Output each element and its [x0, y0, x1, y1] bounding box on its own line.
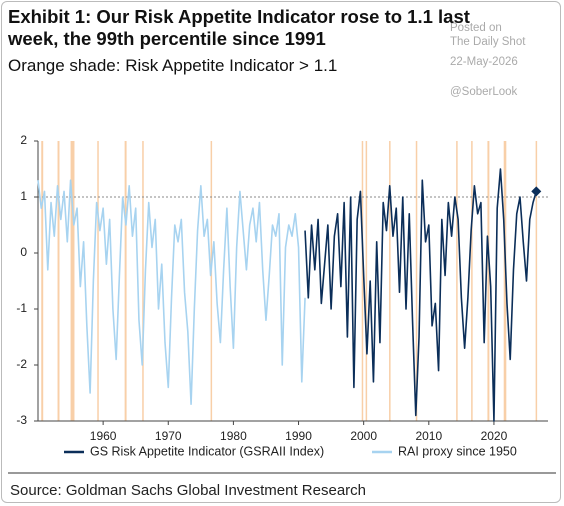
legend-label: GS Risk Appetite Indicator (GSRAII Index…	[90, 444, 324, 458]
watermark: Posted on	[450, 22, 502, 34]
x-tick-label: 1960	[90, 429, 117, 443]
y-tick-label: -3	[16, 413, 27, 427]
series-line	[304, 168, 538, 422]
legend-label: RAI proxy since 1950	[398, 444, 517, 458]
shaded-period	[365, 141, 368, 421]
shaded-period	[57, 141, 60, 421]
shaded-period	[503, 141, 507, 421]
shaded-period	[361, 141, 364, 421]
x-tick-label: 2000	[350, 429, 377, 443]
chart-title: Exhibit 1: Our Risk Appetite Indicator r…	[8, 6, 470, 49]
y-tick-label: -1	[16, 301, 27, 315]
y-tick-label: 0	[20, 245, 27, 259]
x-tick-label: 2010	[415, 429, 442, 443]
source: Source: Goldman Sachs Global Investment …	[10, 482, 366, 499]
shaded-period	[389, 141, 391, 421]
watermark: @SoberLook	[450, 86, 518, 98]
shaded-period	[41, 141, 44, 421]
y-tick-label: 1	[20, 189, 27, 203]
end-marker	[531, 186, 542, 197]
shaded-period	[97, 141, 99, 421]
shaded-period	[471, 141, 473, 421]
y-tick-label: -2	[16, 357, 27, 371]
shaded-period	[210, 141, 213, 421]
chart-subtitle: Orange shade: Risk Appetite Indicator > …	[8, 56, 338, 75]
x-tick-label: 1990	[285, 429, 312, 443]
watermark: 22-May-2026	[450, 56, 518, 68]
x-tick-label: 1980	[220, 429, 247, 443]
shaded-period	[124, 141, 127, 421]
series-line	[37, 179, 306, 405]
shaded-period	[70, 141, 75, 421]
x-tick-label: 1970	[155, 429, 182, 443]
shaded-period	[487, 141, 490, 421]
shaded-period	[415, 141, 418, 421]
watermark: The Daily Shot	[450, 36, 526, 48]
shaded-period	[456, 141, 458, 421]
y-tick-label: 2	[20, 133, 27, 147]
shaded-period	[535, 141, 538, 421]
x-tick-label: 2020	[481, 429, 508, 443]
shaded-period	[142, 141, 144, 421]
